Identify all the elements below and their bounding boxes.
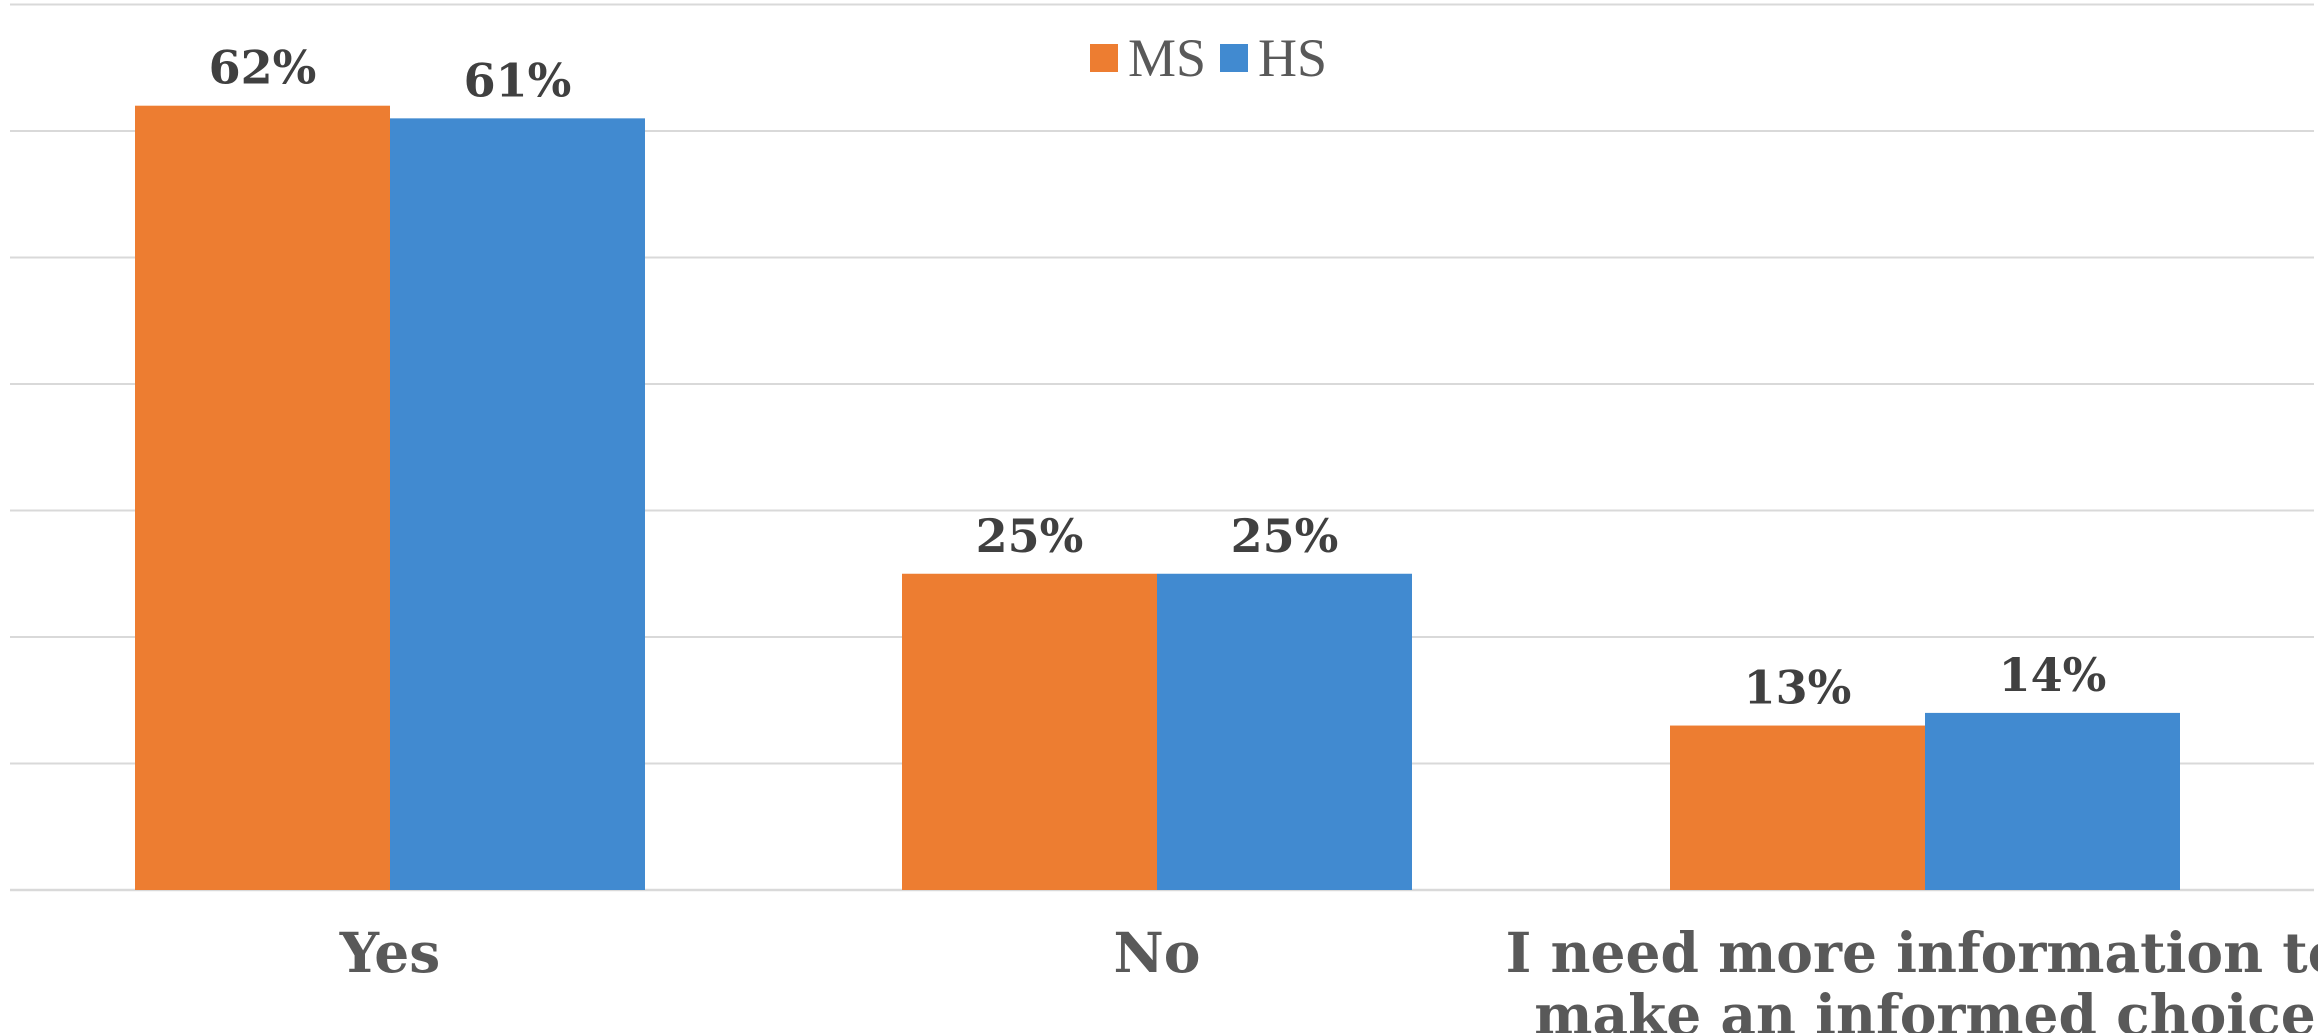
data-label: 25% <box>976 509 1084 563</box>
legend-label-hs: HS <box>1258 28 1327 88</box>
bars <box>135 105 2180 891</box>
category-label: Yes <box>339 920 440 985</box>
bar-ms-1 <box>135 105 390 890</box>
bar-hs-3 <box>1925 712 2180 890</box>
category-label: No <box>1114 920 1201 985</box>
data-label: 61% <box>464 53 572 107</box>
data-label: 25% <box>1231 509 1339 563</box>
bar-ms-2 <box>902 573 1157 890</box>
legend-swatch-ms <box>1090 44 1118 72</box>
bar-ms-3 <box>1670 725 1925 890</box>
legend-label-ms: MS <box>1128 28 1206 88</box>
bar-hs-2 <box>1157 573 1412 890</box>
category-label: I need more information to make an inform… <box>1506 920 2318 1033</box>
data-labels: 62% 25% 13% 61% 25% 14% <box>209 41 2107 715</box>
data-label: 14% <box>1999 648 2107 702</box>
legend-swatch-hs <box>1220 44 1248 72</box>
category-labels: Yes No I need more information to make an i… <box>339 920 2318 1033</box>
legend: MS HS <box>1090 28 1327 88</box>
bar-hs-1 <box>390 118 645 891</box>
data-label: 13% <box>1744 661 1852 715</box>
data-label: 62% <box>209 41 317 95</box>
